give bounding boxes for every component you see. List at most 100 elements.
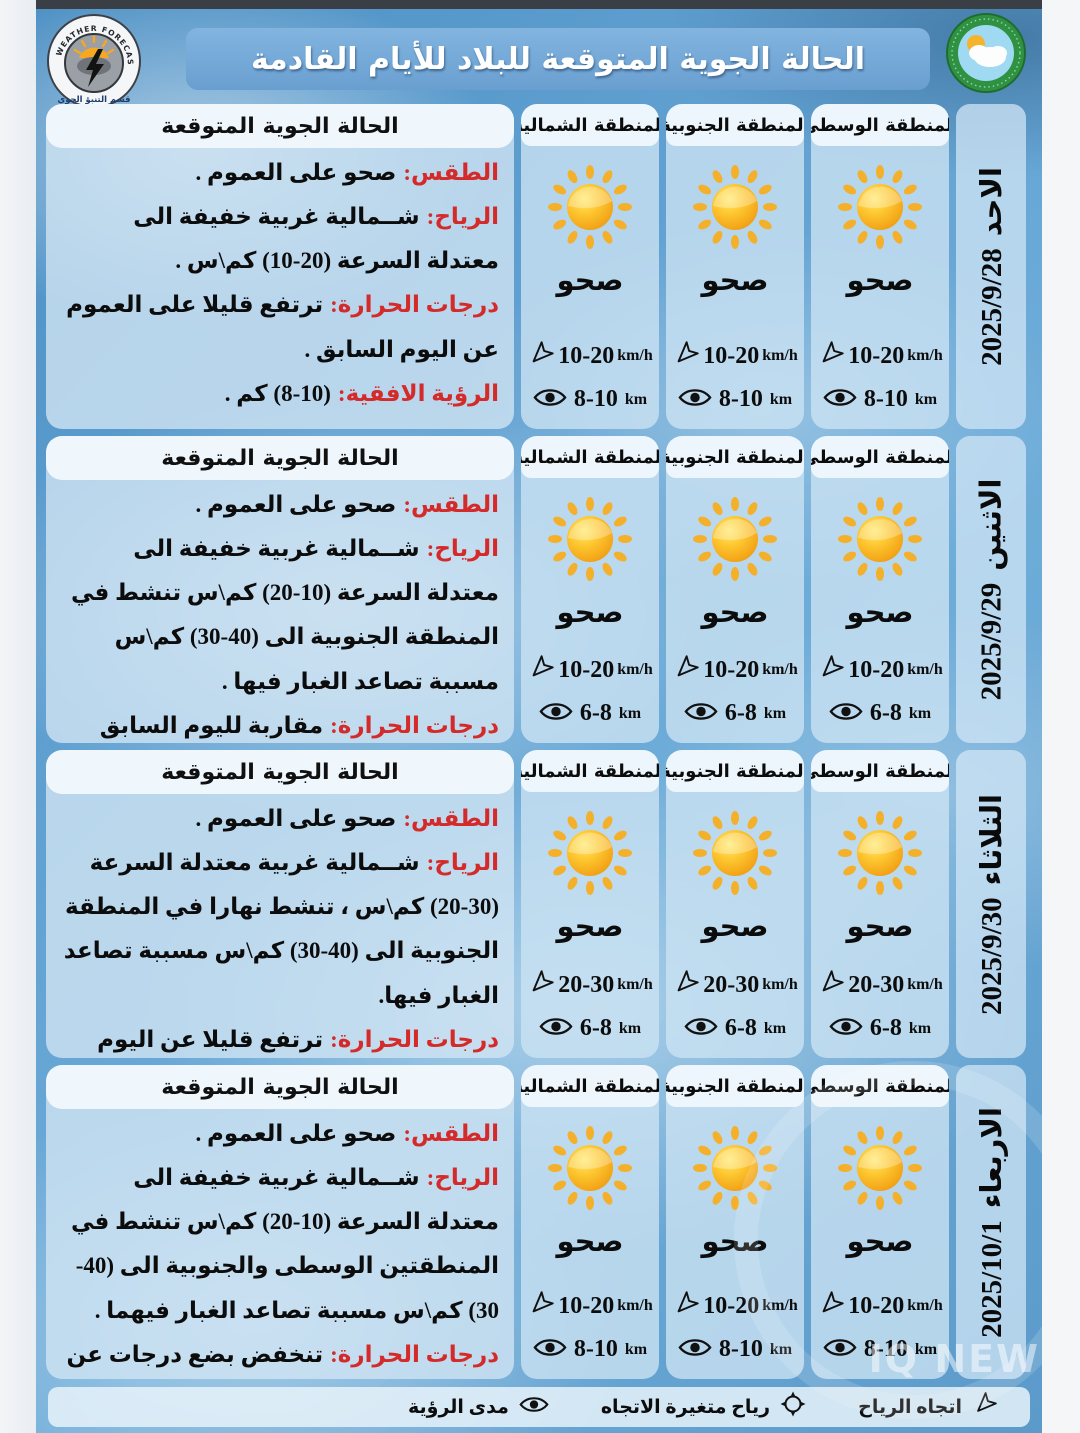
logo-caption: قسم التنبؤ الجوي: [58, 94, 131, 105]
forecasting-dept-logo: WEATHER FORECASTING DEPT. قسم التنبؤ الج…: [42, 9, 142, 113]
visibility-unit: km: [914, 1340, 938, 1358]
wind-unit: km/h: [617, 976, 653, 993]
forecast-line-temperature: درجات الحرارة:مقاربة لليوم السابق على ال…: [56, 704, 499, 743]
eye-icon: [519, 1394, 549, 1421]
wind-value: 20-30: [848, 971, 905, 998]
wind-direction-icon: [672, 969, 700, 1001]
wind-row: 10-20 km/h: [672, 654, 798, 686]
region-card: المنطقة الوسطى: [811, 104, 949, 429]
region-card: المنطقة الجنوبية: [666, 436, 804, 743]
forecast-text-panel: الحالة الجوية المتوقعة الطقس:صحو على الع…: [46, 1065, 514, 1379]
region-cards: المنطقة الشمالية: [521, 436, 949, 743]
forecast-value: (10-8) كم .: [224, 380, 331, 406]
wind-row: 20-30 km/h: [672, 969, 798, 1001]
region-name: المنطقة الشمالية: [521, 750, 659, 792]
weather-condition: صحو: [556, 265, 624, 297]
visibility-unit: km: [908, 1019, 932, 1037]
sun-icon: [542, 805, 638, 905]
forecast-line-temperature: درجات الحرارة:ترتفع قليلا على العموم عن …: [56, 283, 499, 371]
eye-icon: [684, 700, 718, 727]
page-frame-right: [1042, 0, 1080, 1433]
sun-icon: [542, 159, 638, 259]
wind-value: 10-20: [703, 342, 760, 369]
sun-icon: [832, 1120, 928, 1220]
eye-icon: [533, 1336, 567, 1363]
visibility-row: 8-10 km: [678, 1336, 792, 1363]
wind-row: 10-20 km/h: [527, 340, 653, 372]
visibility-row: 6-8 km: [829, 700, 931, 727]
wind-unit: km/h: [617, 1297, 653, 1314]
visibility-unit: km: [914, 390, 938, 408]
wind-row: 10-20 km/h: [817, 340, 943, 372]
visibility-row: 8-10 km: [533, 386, 647, 413]
forecast-line-weather: الطقس:صحو على العموم .: [56, 483, 499, 527]
forecast-label: الرياح:: [426, 850, 499, 876]
forecast-text: الطقس:صحو على العموم . الرياح:شــمالية غ…: [46, 794, 514, 1058]
wind-unit: km/h: [907, 347, 943, 364]
legend-label: اتجاه الرياح: [858, 1396, 962, 1418]
wind-row: 10-20 km/h: [527, 654, 653, 686]
days-rows: الحالة الجوية المتوقعة الطقس:صحو على الع…: [46, 104, 1032, 1379]
region-cards: المنطقة الشمالية: [521, 104, 949, 429]
wind-direction-icon: [672, 340, 700, 372]
eye-icon: [829, 700, 863, 727]
region-cards: المنطقة الشمالية: [521, 1065, 949, 1379]
forecast-panel-title: الحالة الجوية المتوقعة: [46, 436, 514, 480]
day-date: 2025/9/29: [975, 582, 1008, 701]
wind-direction-icon: [672, 654, 700, 686]
eye-icon: [823, 386, 857, 413]
region-card: المنطقة الشمالية: [521, 750, 659, 1058]
visibility-unit: km: [769, 390, 793, 408]
wind-unit: km/h: [762, 661, 798, 678]
visibility-row: 6-8 km: [684, 700, 786, 727]
day-date: 2025/9/28: [975, 248, 1008, 366]
forecast-label: الطقس:: [403, 806, 499, 831]
weather-condition: صحو: [556, 597, 624, 629]
wind-unit: km/h: [907, 976, 943, 993]
eye-icon: [678, 386, 712, 413]
wind-unit: km/h: [907, 661, 943, 678]
region-card: المنطقة الوسطى: [811, 436, 949, 743]
visibility-row: 6-8 km: [539, 700, 641, 727]
region-name: المنطقة الجنوبية: [666, 104, 804, 146]
legend-variable-winds: رياح متغيرة الاتجاه: [601, 1391, 806, 1423]
sun-icon: [542, 1120, 638, 1220]
region-name: المنطقة الجنوبية: [666, 436, 804, 478]
forecast-value: صحو على العموم .: [195, 806, 397, 831]
forecast-value: تنخفض بضع درجات عن اليوم السابق .: [66, 1341, 324, 1367]
visibility-value: 8-10: [863, 386, 908, 412]
weather-condition: صحو: [846, 597, 914, 629]
region-cards: المنطقة الشمالية: [521, 750, 949, 1058]
region-card: المنطقة الوسطى: [811, 750, 949, 1058]
region-name: المنطقة الجنوبية: [666, 1065, 804, 1107]
day-name: الاثنين: [975, 478, 1008, 571]
sun-icon: [832, 805, 928, 905]
forecast-value: مقاربة لليوم السابق على العموم .: [99, 712, 324, 738]
region-name: المنطقة الشمالية: [521, 1065, 659, 1107]
wind-row: 10-20 km/h: [672, 340, 798, 372]
forecast-label: درجات الحرارة:: [330, 292, 499, 318]
region-card: المنطقة الشمالية: [521, 104, 659, 429]
wind-unit: km/h: [762, 1297, 798, 1314]
weather-condition: صحو: [846, 265, 914, 297]
region-card: المنطقة الشمالية: [521, 436, 659, 743]
wind-direction-icon: [817, 340, 845, 372]
visibility-unit: km: [769, 1340, 793, 1358]
weather-condition: صحو: [556, 911, 624, 943]
visibility-unit: km: [624, 1340, 648, 1358]
wind-row: 10-20 km/h: [817, 1290, 943, 1322]
forecast-line-wind: الرياح:شــمالية غربية خفيفة الى معتدلة ا…: [56, 195, 499, 283]
date-strip: الاحد 2025/9/28: [956, 104, 1026, 429]
visibility-unit: km: [618, 1019, 642, 1037]
visibility-value: 6-8: [869, 700, 902, 726]
day-row: الحالة الجوية المتوقعة الطقس:صحو على الع…: [46, 1065, 1032, 1379]
wind-row: 10-20 km/h: [817, 654, 943, 686]
wind-unit: km/h: [617, 347, 653, 364]
day-row: الحالة الجوية المتوقعة الطقس:صحو على الع…: [46, 750, 1032, 1058]
forecast-value: صحو على العموم .: [195, 492, 397, 517]
wind-direction-icon: [817, 654, 845, 686]
forecast-line-wind: الرياح:شــمالية غربية خفيفة الى معتدلة ا…: [56, 527, 499, 704]
forecast-line-temperature: درجات الحرارة:ترتفع قليلا عن اليوم الساب…: [56, 1018, 499, 1058]
forecast-value: ترتفع قليلا عن اليوم السابق .: [97, 1026, 324, 1052]
day-row: الحالة الجوية المتوقعة الطقس:صحو على الع…: [46, 104, 1032, 429]
